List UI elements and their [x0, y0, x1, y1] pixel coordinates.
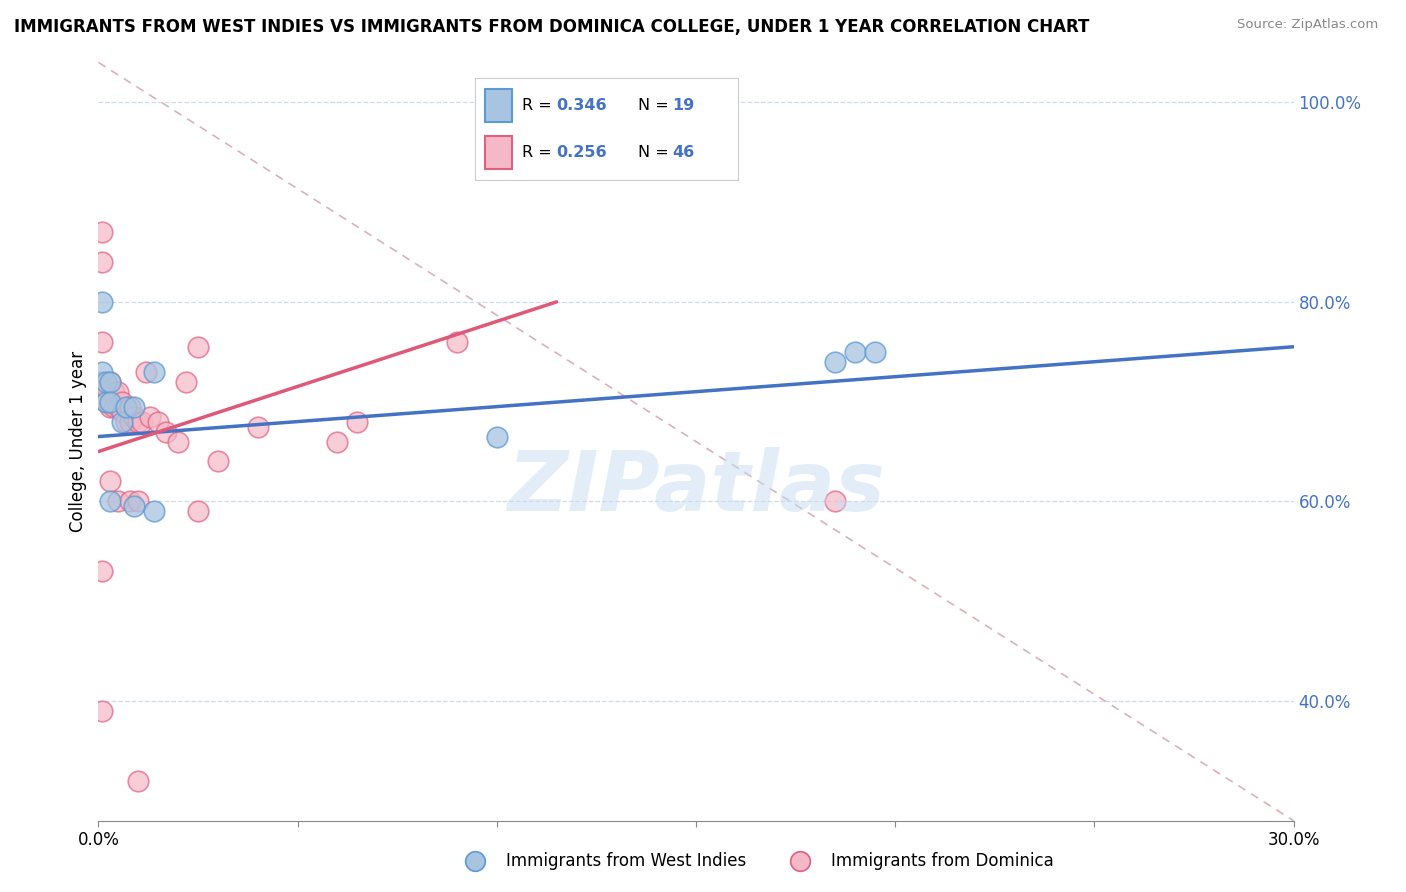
- Point: [789, 854, 811, 868]
- Point: [246, 419, 269, 434]
- Point: [143, 504, 166, 518]
- Point: [155, 425, 177, 439]
- Point: [446, 334, 468, 349]
- Point: [120, 494, 142, 508]
- Point: [91, 225, 114, 239]
- Point: [91, 564, 114, 578]
- Point: [127, 494, 149, 508]
- Point: [96, 394, 118, 409]
- Point: [96, 379, 118, 393]
- Y-axis label: College, Under 1 year: College, Under 1 year: [69, 351, 87, 533]
- Text: ZIPatlas: ZIPatlas: [508, 447, 884, 527]
- Point: [207, 454, 229, 468]
- Point: [91, 255, 114, 269]
- Point: [124, 409, 146, 424]
- Point: [326, 434, 349, 449]
- Point: [107, 400, 129, 414]
- Point: [824, 494, 846, 508]
- Text: Source: ZipAtlas.com: Source: ZipAtlas.com: [1237, 18, 1378, 31]
- Point: [96, 394, 118, 409]
- Point: [139, 409, 162, 424]
- Point: [844, 344, 866, 359]
- Point: [115, 400, 138, 414]
- Point: [91, 704, 114, 718]
- Point: [98, 394, 122, 409]
- Point: [111, 415, 134, 429]
- Point: [91, 334, 114, 349]
- Point: [124, 500, 146, 514]
- Point: [103, 384, 125, 399]
- Point: [107, 384, 129, 399]
- Point: [127, 773, 149, 788]
- Text: IMMIGRANTS FROM WEST INDIES VS IMMIGRANTS FROM DOMINICA COLLEGE, UNDER 1 YEAR CO: IMMIGRANTS FROM WEST INDIES VS IMMIGRANT…: [14, 18, 1090, 36]
- Point: [107, 494, 129, 508]
- Point: [485, 429, 508, 443]
- Text: Immigrants from West Indies: Immigrants from West Indies: [506, 852, 747, 870]
- Point: [91, 365, 114, 379]
- Point: [111, 394, 134, 409]
- Point: [98, 400, 122, 414]
- Point: [865, 344, 887, 359]
- Point: [174, 375, 197, 389]
- Point: [120, 415, 142, 429]
- Point: [187, 340, 209, 354]
- Point: [187, 504, 209, 518]
- Point: [167, 434, 190, 449]
- Point: [148, 415, 170, 429]
- Point: [346, 415, 368, 429]
- Point: [111, 404, 134, 418]
- Text: Immigrants from Dominica: Immigrants from Dominica: [831, 852, 1053, 870]
- Point: [135, 365, 157, 379]
- Point: [98, 475, 122, 489]
- Point: [124, 400, 146, 414]
- Point: [464, 854, 486, 868]
- Point: [115, 415, 138, 429]
- Point: [131, 415, 153, 429]
- Point: [96, 375, 118, 389]
- Point: [98, 375, 122, 389]
- Point: [120, 400, 142, 414]
- Point: [127, 415, 149, 429]
- Point: [103, 400, 125, 414]
- Point: [98, 375, 122, 389]
- Point: [824, 355, 846, 369]
- Point: [143, 365, 166, 379]
- Point: [91, 294, 114, 309]
- Point: [91, 375, 114, 389]
- Point: [98, 494, 122, 508]
